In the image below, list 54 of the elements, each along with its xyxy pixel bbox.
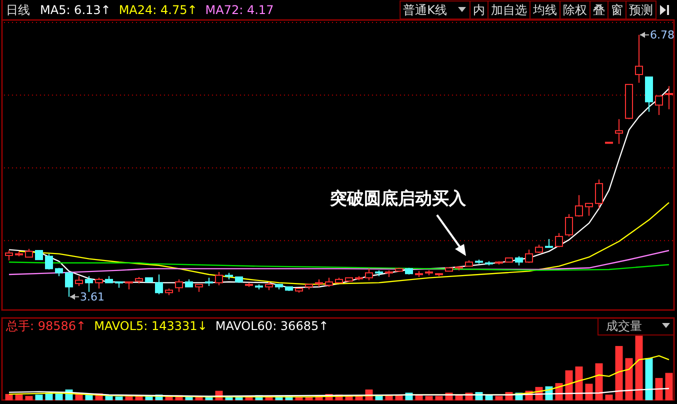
bar [565,370,573,400]
bar [495,396,503,400]
bar [425,396,433,400]
candlestick [665,86,673,110]
bar [85,394,93,400]
bar [105,396,113,400]
text: 除权 [563,3,587,17]
bar [485,394,493,400]
text: 预测 [629,3,653,17]
text: 成交量 [606,319,642,333]
annotation: 突破圆底启动买入 [329,189,467,209]
text: 加自选 [491,3,527,17]
text: 叠 [593,3,605,17]
bar [125,396,133,400]
text: 内 [473,3,485,17]
text: 普通K线 [403,3,447,17]
bar [625,358,633,400]
bar [25,396,33,400]
bar [305,397,313,400]
bar [605,394,613,400]
annotation: 6.78 [650,28,674,42]
candlestick [615,118,623,144]
bar [55,392,63,400]
bar [455,394,463,400]
text: MA24: 4.75↑ [118,3,198,17]
candlestick [85,276,93,292]
text: MAVOL60: 36685↑ [215,319,329,333]
bar [35,394,43,400]
bar [185,396,193,400]
bar [395,394,403,400]
text: 窗 [611,3,623,17]
bar [295,397,303,400]
bar [135,396,143,400]
text: 总手: 98586↑ [5,319,86,333]
bar [5,394,13,400]
bar [665,372,673,400]
bar [615,346,623,400]
text: MAVOL5: 143331↓ [94,319,208,333]
bar [415,394,423,400]
bar [595,363,603,400]
bar [635,336,643,400]
bar [15,394,23,400]
text: MA5: 6.13↑ [40,3,111,17]
bar [655,378,663,400]
bar [165,396,173,400]
text: MA72: 4.17 [205,3,274,17]
chart-title: 日线 [6,3,30,17]
bar [645,358,653,400]
annotation: 3.61 [80,290,104,304]
bar [115,396,123,400]
bar [585,384,593,400]
text: 均线 [532,3,557,17]
bar [575,366,583,400]
bar [435,396,443,400]
